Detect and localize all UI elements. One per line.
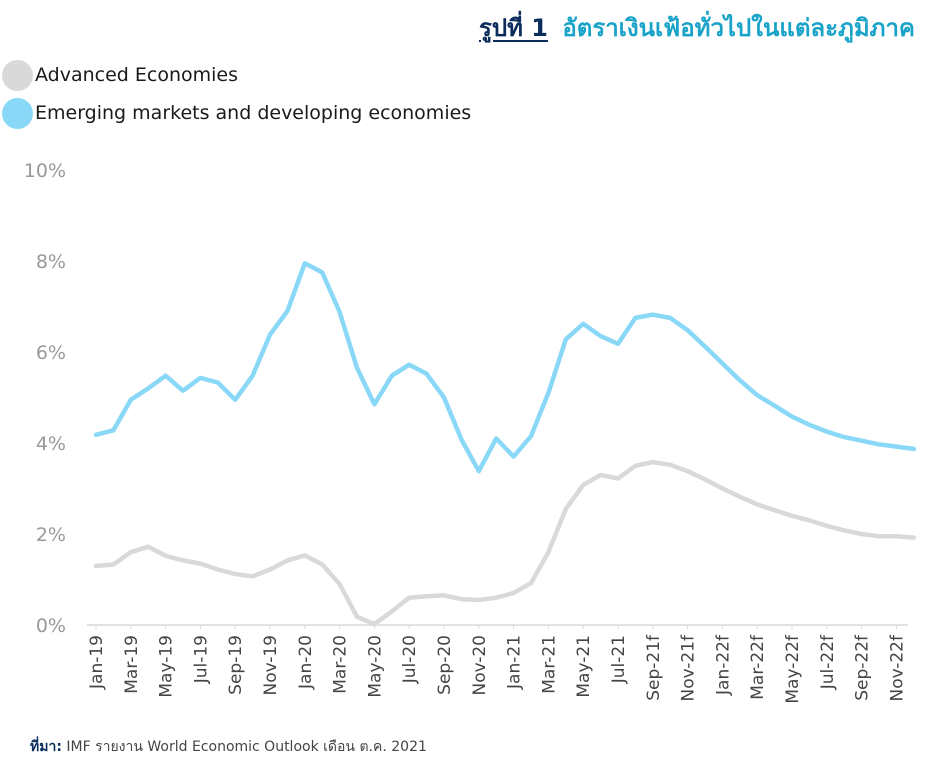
x-tick-label: Jul-19: [191, 635, 211, 684]
x-tick-label: Jan-20: [296, 635, 316, 690]
legend-label-advanced: Advanced Economies: [35, 64, 239, 86]
legend-swatch-advanced: [2, 59, 33, 91]
x-tick-label: Jan-21: [505, 635, 525, 690]
x-tick-label: Mar-21: [539, 635, 559, 694]
legend-item-emerging: Emerging markets and developing economie…: [2, 94, 471, 132]
y-tick-label: 0%: [36, 615, 66, 637]
chart-title: รูปที่ 1 อัตราเงินเฟ้อทั่วไปในแต่ละภูมิภ…: [479, 8, 915, 47]
x-tick-label: Sep-19: [226, 635, 246, 695]
series-line-emerging: [93, 261, 917, 474]
x-tick-label: Nov-21f: [679, 634, 699, 701]
x-tick-label: Mar-22f: [748, 634, 768, 700]
x-tick-label: May-21: [574, 635, 594, 698]
source-text: IMF รายงาน World Economic Outlook เดือน …: [66, 739, 427, 755]
x-tick-label: Jan-19: [87, 635, 107, 690]
y-tick-label: 2%: [36, 524, 66, 546]
x-tick-label: Jul-21: [609, 635, 629, 684]
x-tick-label: Mar-19: [122, 635, 142, 694]
x-tick-label: Mar-20: [331, 635, 351, 694]
legend-label-emerging: Emerging markets and developing economie…: [35, 102, 472, 124]
series-line-advanced: [93, 459, 917, 627]
source-label: ที่มา:: [30, 739, 62, 755]
x-tick-label: Jan-22f: [713, 634, 733, 696]
source-note: ที่มา: IMF รายงาน World Economic Outlook…: [30, 736, 427, 758]
figure-title: อัตราเงินเฟ้อทั่วไปในแต่ละภูมิภาค: [562, 14, 915, 42]
x-tick-label: May-22f: [783, 634, 803, 704]
y-tick-label: 6%: [36, 342, 66, 364]
figure-number: รูปที่ 1: [478, 14, 548, 42]
x-tick-label: Sep-20: [435, 635, 455, 695]
x-tick-label: Jul-22f: [818, 634, 838, 690]
x-tick-label: May-20: [365, 635, 385, 698]
x-tick-label: Nov-22f: [887, 634, 907, 701]
y-tick-label: 8%: [36, 251, 66, 273]
legend-item-advanced: Advanced Economies: [2, 56, 471, 94]
x-tick-label: Sep-21f: [644, 634, 664, 701]
x-tick-label: Jul-20: [400, 635, 420, 684]
x-tick-label: Sep-22f: [853, 634, 873, 701]
x-tick-label: Nov-20: [470, 635, 490, 696]
x-tick-label: Nov-19: [261, 635, 281, 696]
y-tick-label: 4%: [36, 433, 66, 455]
x-tick-label: May-19: [157, 635, 177, 698]
y-tick-label: 10%: [24, 160, 66, 182]
legend: Advanced Economies Emerging markets and …: [2, 56, 471, 132]
legend-swatch-emerging: [2, 97, 33, 129]
